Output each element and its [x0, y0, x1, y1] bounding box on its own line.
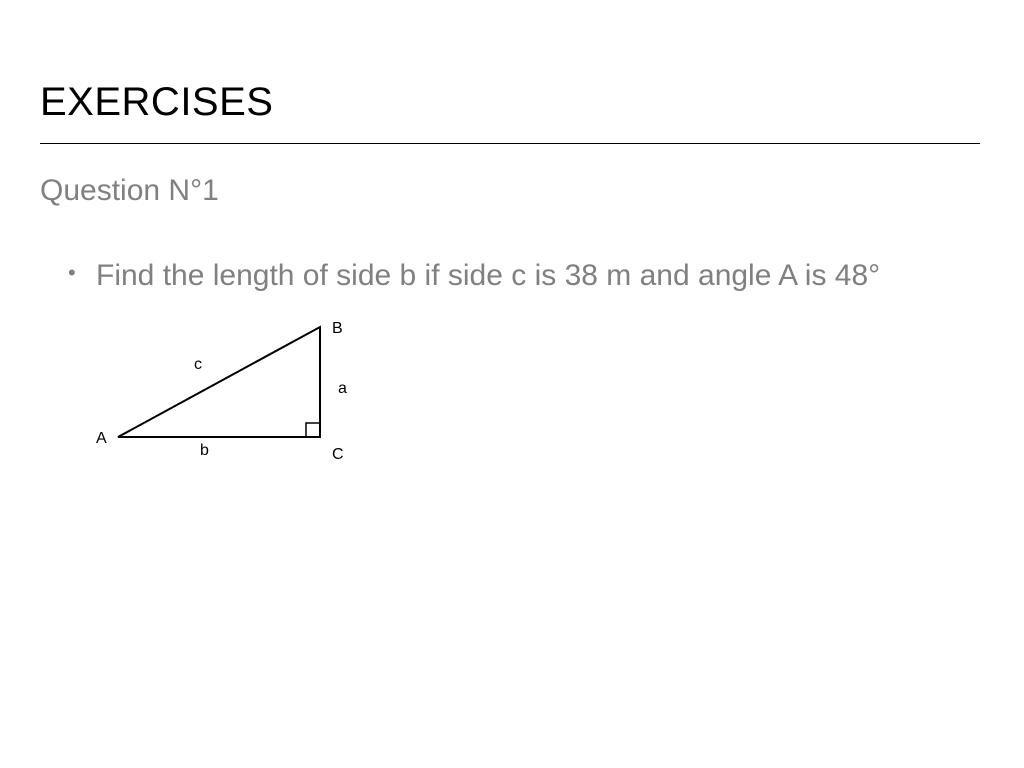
vertex-label-C: C — [332, 446, 344, 463]
triangle-diagram: A B Ca b c — [88, 315, 984, 480]
slide: EXERCISES Question N°1 Find the length o… — [0, 0, 1024, 768]
vertex-label-B: B — [332, 320, 343, 337]
question-text: Find the length of side b if side c is 3… — [96, 259, 880, 292]
question-list: Find the length of side b if side c is 3… — [40, 256, 984, 297]
title-divider — [40, 143, 980, 144]
side-label-b: b — [200, 442, 209, 459]
triangle-shape — [118, 327, 320, 437]
right-triangle-svg: A B Ca b c — [88, 315, 368, 475]
vertex-label-A: A — [96, 430, 107, 447]
page-title: EXERCISES — [40, 80, 984, 125]
side-label-c: c — [194, 356, 202, 373]
side-label-a: a — [338, 380, 347, 397]
question-number: Question N°1 — [40, 174, 984, 208]
question-item: Find the length of side b if side c is 3… — [78, 256, 984, 297]
